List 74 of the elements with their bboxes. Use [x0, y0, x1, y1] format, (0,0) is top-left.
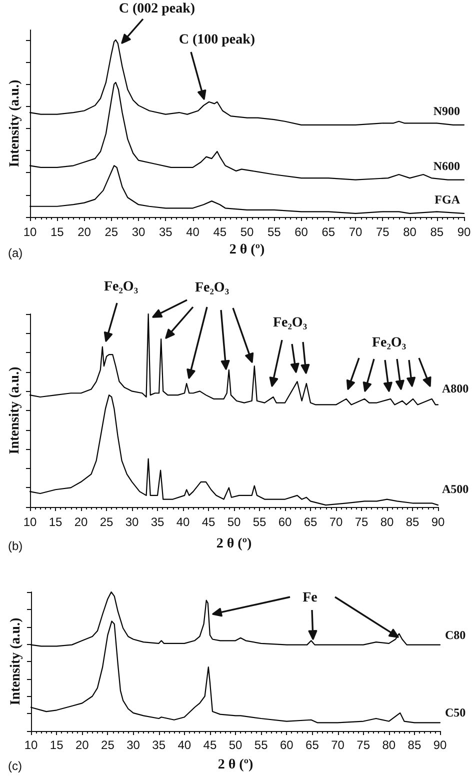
x-tick-label: 80 — [382, 738, 396, 752]
x-tick-label: 75 — [354, 515, 368, 529]
x-tick-label: 15 — [48, 515, 62, 529]
x-tick-label: 15 — [50, 738, 64, 752]
series-label: N900 — [433, 104, 460, 118]
text: Fe₂O₃ — [194, 280, 230, 296]
x-tick-label: 10 — [23, 515, 37, 529]
x-tick-label: 65 — [322, 225, 336, 239]
x-tick-label: 35 — [158, 225, 173, 239]
x-tick-label: 25 — [100, 515, 114, 529]
annotation: C (100 peak) — [178, 32, 256, 48]
text: C (002 peak) — [118, 2, 196, 16]
series-label: FGA — [434, 192, 460, 206]
series-label: A500 — [442, 482, 469, 496]
series-label: N600 — [433, 158, 460, 173]
x-tick-label: 15 — [50, 225, 64, 239]
series-label: A800 — [442, 382, 469, 396]
x-tick-label: 70 — [331, 738, 345, 752]
y-axis-title: Intensity (a.u.) — [8, 79, 22, 168]
x-tick-label: 40 — [176, 515, 190, 529]
x-tick-label: 40 — [186, 225, 200, 239]
x-axis-title: 2 θ (º) — [218, 758, 254, 772]
x-tick-label: 75 — [376, 225, 390, 239]
annotation: Fe₂O₃ — [372, 336, 406, 350]
x-tick-label: 80 — [380, 515, 394, 529]
y-axis-title: Intensity (a.u.) — [8, 366, 22, 454]
x-tick-label: 20 — [74, 515, 88, 529]
x-tick-label: 20 — [78, 225, 92, 239]
x-tick-label: 25 — [104, 225, 118, 239]
x-tick-label: 90 — [433, 738, 447, 752]
x-tick-label: 80 — [403, 225, 417, 239]
x-tick-label: 30 — [132, 225, 146, 239]
x-tick-label: 10 — [23, 225, 37, 239]
text: Fe₂O₃ — [104, 280, 138, 294]
x-tick-label: 75 — [356, 738, 370, 752]
x-tick-label: 60 — [278, 515, 292, 529]
x-tick-label: 25 — [101, 738, 115, 752]
x-tick-label: 65 — [306, 738, 320, 752]
x-tick-label: 70 — [329, 515, 343, 529]
x-tick-label: 50 — [227, 515, 241, 529]
x-tick-label: 85 — [406, 515, 420, 529]
text: (c) — [8, 759, 22, 773]
x-tick-label: 85 — [408, 738, 422, 752]
x-tick-label: 45 — [213, 225, 227, 239]
x-tick-label: 20 — [75, 738, 90, 752]
x-tick-label: 60 — [280, 738, 294, 752]
x-axis-title: 2 θ (º) — [229, 242, 265, 258]
x-tick-label: 85 — [430, 225, 444, 239]
x-tick-label: 90 — [431, 515, 445, 529]
x-tick-label: 35 — [150, 515, 164, 529]
x-tick-label: 90 — [457, 225, 471, 239]
x-tick-label: 55 — [267, 225, 282, 239]
x-tick-label: 40 — [178, 738, 192, 752]
x-tick-label: 45 — [203, 738, 217, 752]
annotation: Fe₂O₃ — [272, 316, 308, 330]
x-tick-label: 45 — [202, 515, 216, 529]
y-axis-title: Intensity (a.u.) — [8, 617, 24, 706]
x-tick-label: 55 — [252, 515, 266, 529]
x-tick-label: 50 — [240, 225, 254, 239]
x-tick-label: 30 — [126, 738, 140, 752]
x-tick-label: 70 — [348, 225, 362, 239]
series-label: C50 — [445, 706, 466, 720]
annotation: Fe — [302, 590, 318, 606]
x-tick-label: 55 — [254, 738, 268, 752]
x-tick-label: 30 — [125, 515, 139, 529]
x-tick-label: 10 — [24, 738, 38, 752]
text: (b) — [8, 539, 23, 553]
x-tick-label: 35 — [152, 738, 166, 752]
x-tick-label: 60 — [294, 225, 308, 239]
x-tick-label: 50 — [228, 738, 242, 752]
series-label: C80 — [445, 628, 466, 642]
x-tick-label: 65 — [304, 515, 318, 529]
x-axis-title: 2 θ (º) — [216, 536, 252, 552]
text: (a) — [8, 246, 23, 260]
